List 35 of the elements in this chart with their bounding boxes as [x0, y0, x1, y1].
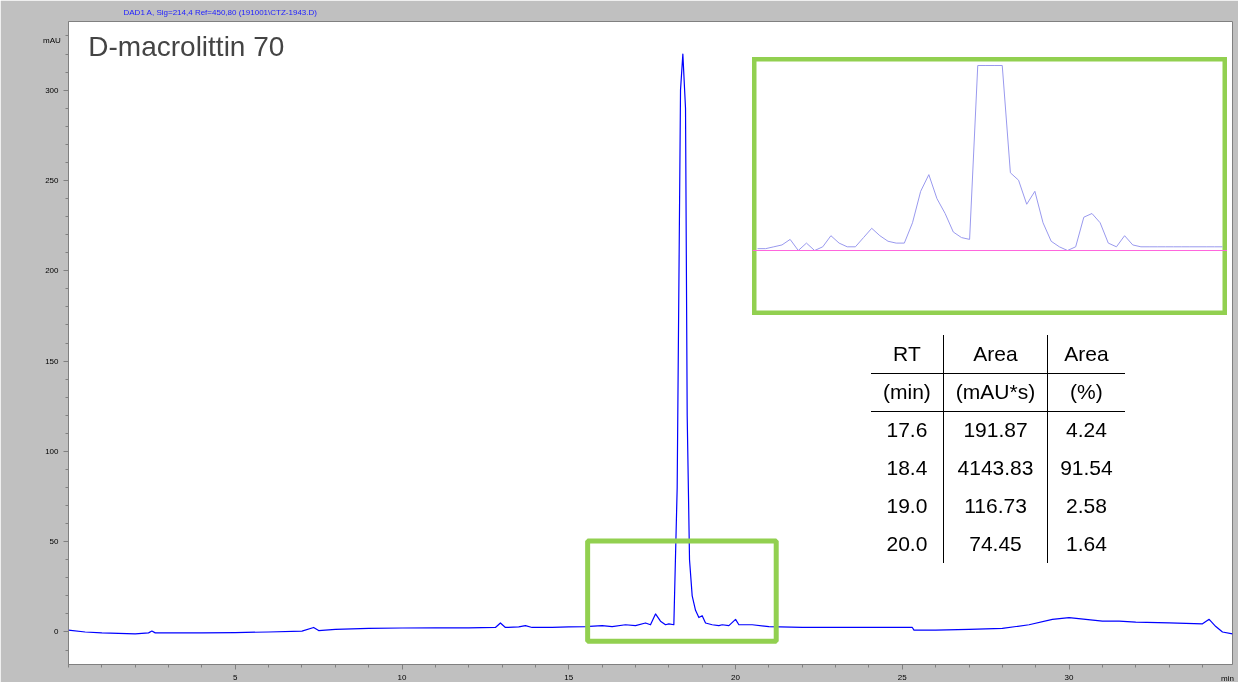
x-tick-label: 20	[731, 672, 741, 682]
x-axis-title: min	[1221, 674, 1234, 682]
annotation: 19.0	[885, 493, 929, 519]
annotation: 1.64	[1047, 525, 1125, 563]
annotation: 2.58	[1047, 487, 1125, 525]
y-tick-label: 200	[45, 266, 60, 276]
x-tick-label: 5	[233, 672, 239, 682]
y-tick-label: 50	[49, 537, 60, 547]
y-tick-label: 0	[54, 627, 60, 637]
annotation: Area	[1047, 335, 1125, 373]
annotation: 191.87	[943, 411, 1048, 449]
annotation: 18.4	[885, 455, 929, 481]
annotation: 116.73	[943, 487, 1048, 525]
annotation: 17.6	[885, 417, 929, 444]
annotation: 4143.83	[943, 449, 1048, 487]
y-tick-label: 150	[45, 356, 60, 366]
chart-subtitle: DAD1 A, Sig=214,4 Ref=450,80 (191001\CTZ-1943.D)	[123, 7, 318, 17]
x-tick-label: 10	[397, 672, 408, 682]
annotation: (mAU*s)	[943, 373, 1048, 411]
y-tick-label: 100	[45, 446, 60, 456]
annotation: (%)	[1047, 373, 1125, 411]
annotation: 4.24	[1047, 411, 1125, 449]
y-tick-label: 300	[45, 85, 60, 95]
x-tick-label: 15	[564, 672, 574, 682]
annotation: 20.0	[885, 531, 929, 557]
y-tick-label: 250	[45, 175, 60, 185]
annotation: 91.54	[1047, 449, 1125, 487]
annotation: RT	[871, 335, 944, 373]
annotation: (min)	[871, 373, 944, 411]
annotation: 74.45	[943, 525, 1048, 563]
chart-title: D-macrolittin 70	[88, 31, 285, 63]
x-tick-label: 30	[1064, 672, 1075, 682]
annotation: Area	[943, 335, 1048, 373]
y-axis-title: mAU	[43, 36, 61, 45]
x-tick-label: 25	[897, 672, 908, 682]
